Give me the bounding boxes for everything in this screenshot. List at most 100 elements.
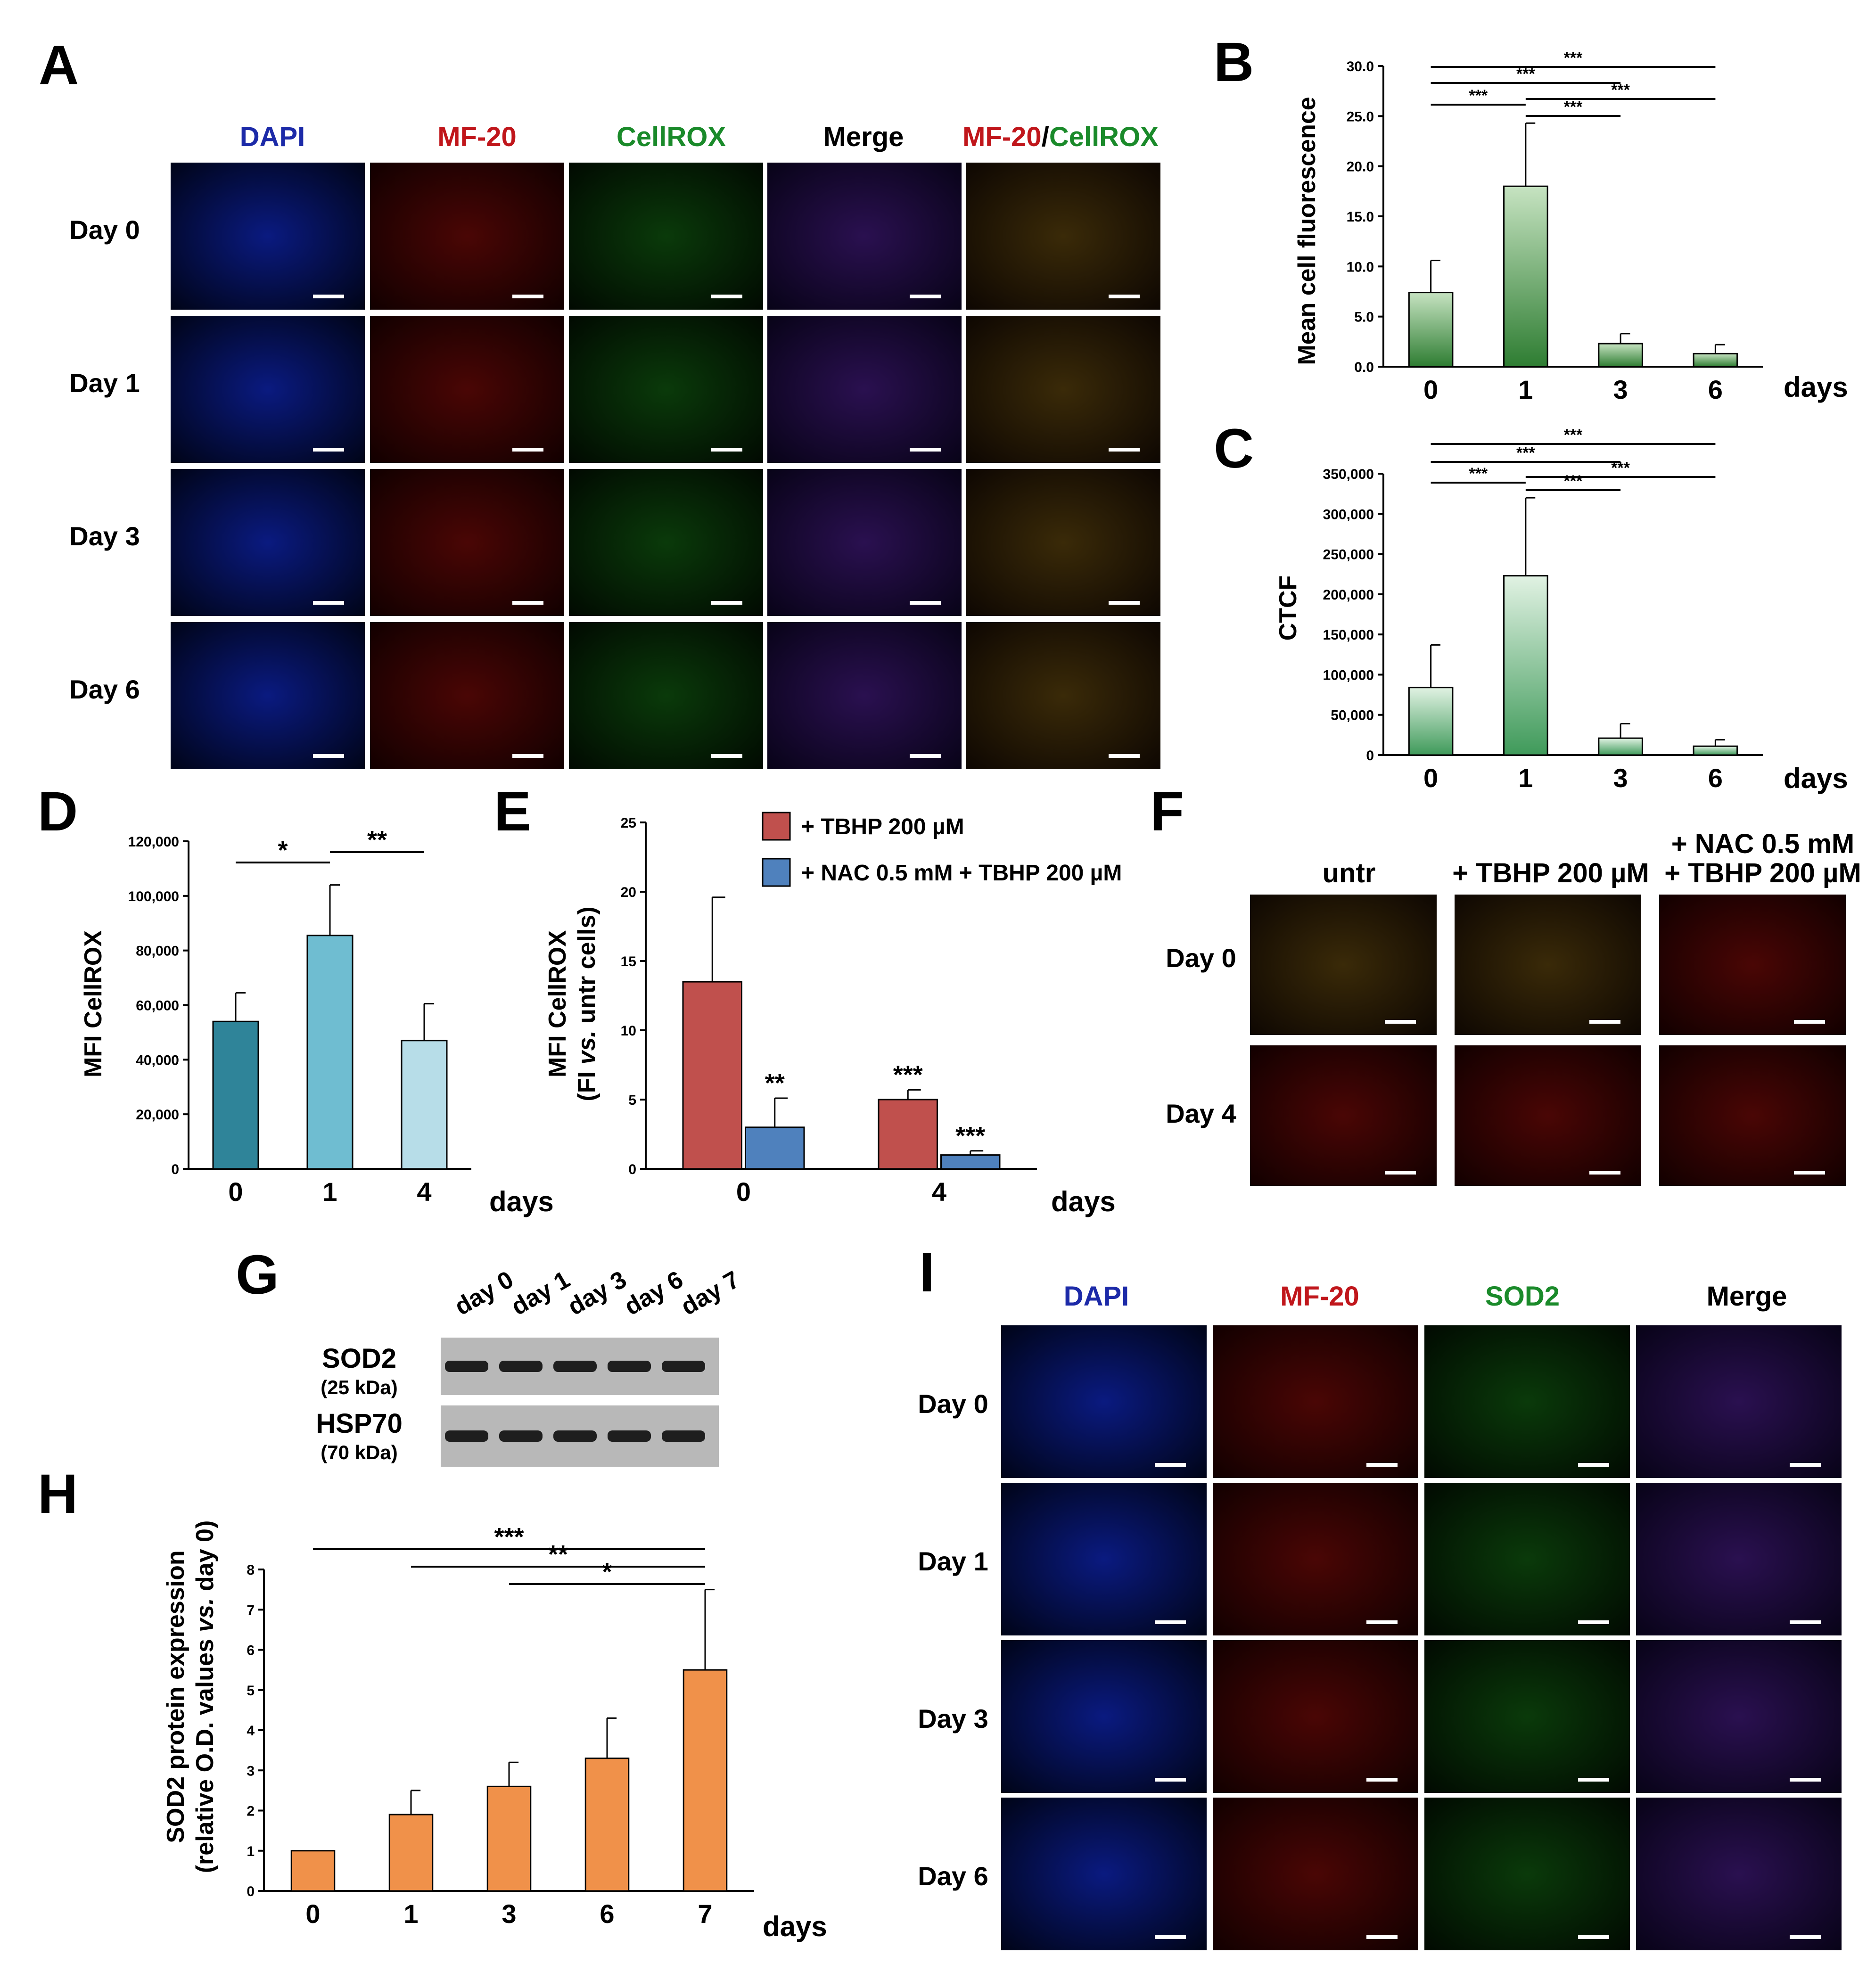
panelI-row-day3: Day 3: [918, 1704, 988, 1733]
panel-C: C 050,000100,000150,000200,000250,000300…: [1214, 418, 1848, 794]
scale-bar-icon: [1578, 1778, 1609, 1782]
x-tick-label: 0: [1423, 763, 1438, 793]
panelA-image-r2-c2: [569, 469, 763, 616]
significance-label: *: [602, 1558, 612, 1586]
micrograph-icon: [1001, 1483, 1207, 1635]
chartE-ylabel-line2: (FI vs. untr cells): [573, 906, 600, 1101]
scale-bar-icon: [1155, 1463, 1186, 1467]
y-tick-label: 15.0: [1347, 209, 1374, 225]
panelA-image-r2-c4: [966, 469, 1160, 616]
x-tick-label: 1: [403, 1899, 418, 1929]
panelI-col-mf20: MF-20: [1280, 1281, 1359, 1312]
y-tick-label: 0: [171, 1162, 179, 1177]
micrograph-icon: [1636, 1798, 1842, 1950]
scale-bar-icon: [1589, 1171, 1620, 1175]
panelF-image-grid: [1250, 895, 1846, 1186]
y-tick-label: 0: [247, 1884, 255, 1899]
y-tick-label: 40,000: [136, 1052, 179, 1068]
western-blot-image: [441, 1338, 719, 1467]
bar-1: [306, 935, 354, 1170]
bar-0: [1408, 292, 1454, 368]
y-tick-label: 3: [247, 1763, 255, 1779]
panelA-image-r0-c3: [767, 163, 962, 310]
y-tick-label: 250,000: [1323, 547, 1374, 563]
chartB-xlabel: days: [1784, 371, 1848, 403]
micrograph-icon: [1001, 1325, 1207, 1478]
legend-label-tbhp: + TBHP 200 µM: [801, 814, 964, 839]
scale-bar-icon: [1155, 1778, 1186, 1782]
scale-bar-icon: [1794, 1171, 1825, 1175]
panelI-image-r0-c2: [1424, 1325, 1630, 1478]
micrograph-icon: [569, 622, 763, 769]
panelI-image-r3-c2: [1424, 1798, 1630, 1950]
panelA-image-r1-c0: [171, 316, 365, 463]
panelA-col-overlay: MF-20/CellROX: [962, 122, 1159, 152]
micrograph-icon: [171, 469, 365, 616]
panelA-col-cellrox: CellROX: [617, 122, 726, 152]
blot-band: [608, 1430, 651, 1442]
bar-0-0: [682, 981, 742, 1170]
panelI-row-day1: Day 1: [918, 1546, 988, 1576]
x-tick-label: 6: [1708, 375, 1723, 404]
panelA-image-r0-c4: [966, 163, 1160, 310]
y-tick-label: 0.0: [1354, 360, 1374, 375]
panel-letter-A: A: [39, 34, 79, 96]
x-tick-label: 7: [698, 1899, 712, 1929]
bar-1: [1503, 185, 1548, 368]
panelA-image-r3-c1: [370, 622, 564, 769]
panelI-image-r2-c0: [1001, 1640, 1207, 1793]
blot-band: [499, 1361, 543, 1372]
panelI-row-day0: Day 0: [918, 1389, 988, 1419]
overlay-label-cellrox: CellROX: [1049, 122, 1159, 152]
scale-bar-icon: [1578, 1620, 1609, 1624]
scale-bar-icon: [910, 295, 941, 298]
chartD-ylabel: MFI CellROX: [80, 930, 107, 1077]
y-tick-label: 120,000: [128, 834, 179, 850]
panelI-image-r2-c2: [1424, 1640, 1630, 1793]
x-tick-label: 4: [932, 1177, 946, 1207]
panelI-image-r3-c3: [1636, 1798, 1842, 1950]
bar-1-0: [745, 1126, 805, 1170]
blot-label-sod2: SOD2: [322, 1343, 396, 1374]
bar-2: [486, 1785, 532, 1892]
micrograph-icon: [1213, 1798, 1418, 1950]
chartE-ylabel-line1: MFI CellROX: [544, 930, 571, 1077]
micrograph-icon: [1250, 895, 1437, 1035]
x-tick-label: 1: [1518, 763, 1533, 793]
scale-bar-icon: [313, 601, 344, 605]
panel-A: A DAPI MF-20 CellROX Merge MF-20/CellROX…: [39, 34, 1160, 769]
scale-bar-icon: [1790, 1935, 1821, 1939]
micrograph-icon: [1250, 1045, 1437, 1186]
panelA-col-mf20: MF-20: [437, 122, 517, 152]
legend-swatch-nac: [762, 858, 791, 887]
scale-bar-icon: [1790, 1463, 1821, 1467]
scale-bar-icon: [1109, 448, 1140, 452]
bar-0-1: [878, 1099, 938, 1170]
significance-label: ***: [494, 1523, 524, 1551]
panelA-row-day6: Day 6: [69, 674, 140, 704]
bar-3: [584, 1758, 630, 1892]
micrograph-icon: [966, 469, 1160, 616]
panelA-image-r1-c3: [767, 316, 962, 463]
y-tick-label: 10: [621, 1023, 636, 1039]
chartE-ylabel-pre: (FI: [573, 1065, 600, 1101]
significance-label: ***: [1564, 426, 1583, 444]
panelI-image-grid: [1001, 1325, 1842, 1950]
chart-B: 0.0 5.0 10.0 15.0 20.0 25.0 30.0 0 1 3 6 *** *** *** *…: [1347, 49, 1763, 404]
panel-F: F untr + TBHP 200 µM + NAC 0.5 mM + TBHP…: [1150, 780, 1861, 1186]
chart-C: 0 50,000 100,000 150,000 200,000 250,000 300,0…: [1323, 426, 1763, 793]
significance-label: ***: [1611, 81, 1630, 99]
x-tick-label: 1: [1518, 375, 1533, 404]
chartD-xlabel: days: [489, 1186, 554, 1217]
chart-D: 0 20,000 40,000 60,000 80,000 100,000 120,000 0…: [128, 826, 471, 1207]
micrograph-icon: [966, 163, 1160, 310]
scale-bar-icon: [1155, 1620, 1186, 1624]
micrograph-icon: [966, 316, 1160, 463]
micrograph-icon: [569, 163, 763, 310]
blot-band: [662, 1361, 705, 1372]
significance-label: ***: [1564, 98, 1583, 116]
micrograph-icon: [1213, 1483, 1418, 1635]
x-tick-label: 6: [600, 1899, 614, 1929]
